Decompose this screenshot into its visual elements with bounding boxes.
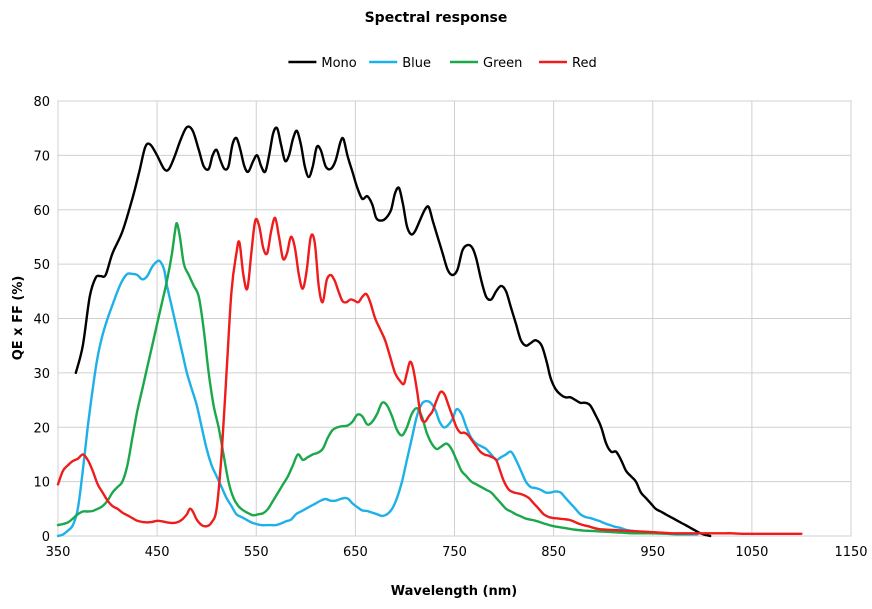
x-tick-label: 750 xyxy=(442,545,467,560)
y-tick-label: 10 xyxy=(33,476,50,491)
x-tick-label: 1150 xyxy=(834,545,867,560)
legend-item-mono: Mono xyxy=(288,56,357,71)
y-tick-label: 50 xyxy=(33,258,50,273)
x-tick-label: 550 xyxy=(244,545,269,560)
series-group xyxy=(56,125,803,538)
series-line-green xyxy=(56,221,694,536)
grid xyxy=(57,100,852,537)
y-tick-label: 70 xyxy=(33,149,50,164)
y-tick-label: 60 xyxy=(33,204,50,219)
y-tick-label: 0 xyxy=(42,530,50,545)
legend-label: Mono xyxy=(321,56,356,71)
y-tick-label: 30 xyxy=(33,367,50,382)
x-tick-label: 850 xyxy=(541,545,566,560)
legend-label: Blue xyxy=(402,56,431,71)
x-tick-label: 450 xyxy=(145,545,170,560)
series-line-mono xyxy=(74,125,712,538)
y-axis-ticks: 0 10 20 30 40 50 60 70 80 xyxy=(33,95,50,545)
legend-label: Red xyxy=(572,56,597,71)
legend-label: Green xyxy=(483,56,522,71)
x-tick-label: 1050 xyxy=(735,545,768,560)
x-tick-label: 350 xyxy=(46,545,71,560)
legend-item-blue: Blue xyxy=(369,56,431,71)
series-line-blue xyxy=(56,259,699,538)
x-tick-label: 650 xyxy=(343,545,368,560)
x-tick-label: 950 xyxy=(640,545,665,560)
y-tick-label: 20 xyxy=(33,421,50,436)
legend: Mono Blue Green Red xyxy=(288,56,597,71)
x-axis-label: Wavelength (nm) xyxy=(391,584,517,599)
y-axis-label: QE x FF (%) xyxy=(11,276,26,361)
y-tick-label: 80 xyxy=(33,95,50,110)
legend-item-red: Red xyxy=(539,56,597,71)
y-tick-label: 40 xyxy=(33,313,50,328)
chart-title: Spectral response xyxy=(365,10,508,26)
series-line-red xyxy=(56,216,803,536)
x-axis-ticks: 350 450 550 650 750 850 950 1050 1150 xyxy=(46,545,868,560)
legend-item-green: Green xyxy=(450,56,522,71)
